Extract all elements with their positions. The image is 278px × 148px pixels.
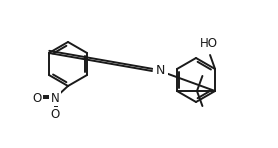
Text: O: O bbox=[32, 91, 42, 104]
Text: N: N bbox=[51, 91, 59, 104]
Text: HO: HO bbox=[200, 37, 218, 50]
Text: N: N bbox=[156, 63, 165, 77]
Text: O: O bbox=[50, 108, 59, 122]
